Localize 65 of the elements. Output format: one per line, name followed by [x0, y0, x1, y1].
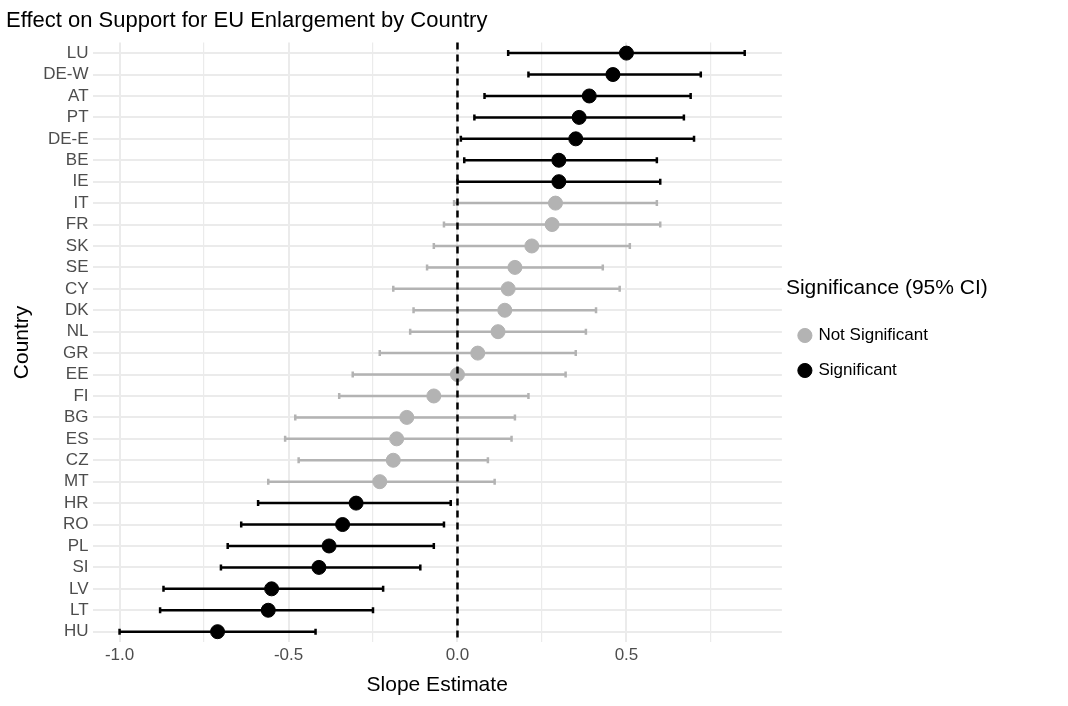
point: [551, 152, 567, 168]
y-tick-label: LU: [66, 42, 89, 62]
point: [399, 409, 415, 425]
y-tick-label: ES: [65, 428, 89, 448]
x-axis-title: Slope Estimate: [366, 672, 508, 696]
point: [547, 195, 563, 211]
point: [470, 345, 486, 361]
y-tick-label: BE: [65, 149, 89, 169]
point: [389, 431, 405, 447]
point: [210, 624, 226, 640]
point: [568, 131, 584, 147]
point: [490, 324, 506, 340]
point: [500, 281, 516, 297]
y-tick-label: FR: [65, 214, 89, 234]
point: [618, 45, 634, 61]
y-tick-label: AT: [68, 85, 89, 105]
point: [507, 259, 523, 275]
x-tick-label: -0.5: [273, 645, 304, 665]
y-tick-label: PT: [66, 107, 89, 127]
y-tick-label: CY: [64, 278, 89, 298]
point: [311, 559, 327, 575]
y-tick-label: SE: [65, 257, 89, 277]
y-tick-label: DE-E: [47, 128, 89, 148]
x-tick-label: 0.0: [445, 645, 470, 665]
legend-label: Significant: [818, 360, 898, 380]
y-tick-label: FI: [73, 385, 89, 405]
point: [321, 538, 337, 554]
point: [544, 217, 560, 233]
legend-label: Not Significant: [818, 325, 929, 345]
x-tick-label: -1.0: [104, 645, 135, 665]
y-tick-label: RO: [63, 514, 89, 534]
y-tick-label: IT: [73, 192, 89, 212]
y-tick-label: DE-W: [43, 64, 89, 84]
y-tick-label: NL: [66, 321, 89, 341]
point: [551, 174, 567, 190]
y-tick-label: SK: [65, 235, 90, 255]
point: [335, 517, 351, 533]
y-tick-label: IE: [72, 171, 89, 191]
y-tick-label: BG: [63, 407, 89, 427]
y-tick-label: PL: [67, 535, 89, 555]
point: [605, 67, 621, 83]
y-tick-label: SI: [72, 557, 89, 577]
point: [581, 88, 597, 104]
point: [372, 474, 388, 490]
y-tick-label: EE: [65, 364, 89, 384]
y-axis-title: Country: [9, 305, 33, 380]
y-tick-label: CZ: [65, 449, 89, 469]
y-tick-label: HR: [63, 492, 89, 512]
chart-title: Effect on Support for EU Enlargement by Country: [6, 7, 488, 33]
point: [385, 452, 401, 468]
point: [497, 302, 513, 318]
point: [264, 581, 280, 597]
y-tick-label: MT: [63, 471, 89, 491]
y-tick-label: HU: [63, 621, 89, 641]
x-tick-label: 0.5: [614, 645, 639, 665]
y-tick-label: GR: [63, 342, 89, 362]
y-tick-label: LV: [68, 578, 90, 598]
point: [426, 388, 442, 404]
point: [348, 495, 364, 511]
y-tick-label: DK: [64, 299, 90, 319]
point: [524, 238, 540, 254]
legend-title: Significance (95% CI): [785, 275, 988, 299]
point: [260, 602, 276, 618]
y-tick-label: LT: [69, 599, 89, 619]
point: [571, 109, 587, 125]
